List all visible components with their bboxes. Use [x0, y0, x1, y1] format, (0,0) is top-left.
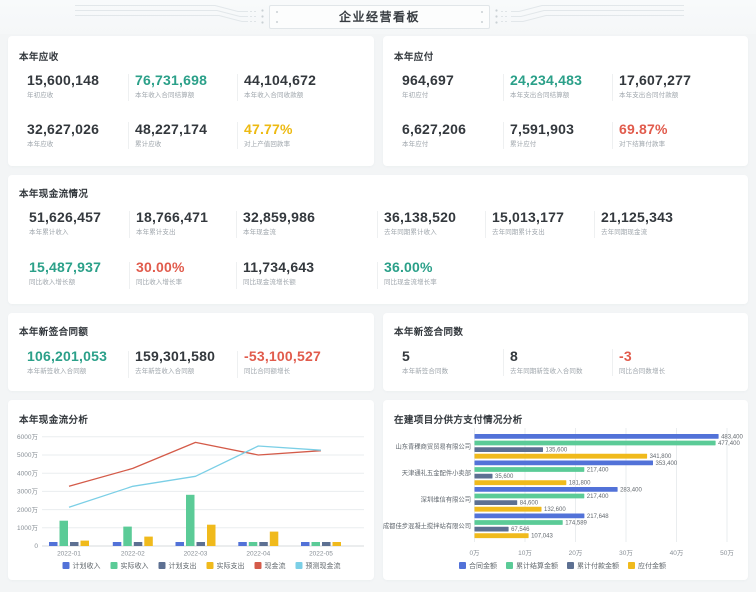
- svg-text:成都佳步混凝土搅拌站有限公司: 成都佳步混凝土搅拌站有限公司: [383, 521, 471, 530]
- svg-text:3000万: 3000万: [17, 488, 38, 496]
- svg-text:132,600: 132,600: [544, 507, 566, 513]
- svg-text:67,546: 67,546: [511, 527, 530, 533]
- svg-text:283,400: 283,400: [620, 487, 642, 493]
- svg-text:预测现金流: 预测现金流: [306, 561, 341, 570]
- svg-text:30万: 30万: [619, 549, 633, 557]
- svg-text:174,589: 174,589: [565, 520, 587, 526]
- svg-text:135,600: 135,600: [546, 448, 568, 454]
- svg-text:实际支出: 实际支出: [217, 561, 245, 570]
- svg-text:217,400: 217,400: [587, 494, 609, 500]
- svg-text:2022-01: 2022-01: [57, 551, 81, 558]
- svg-text:20万: 20万: [569, 549, 583, 557]
- svg-text:山东青稞商贸贸易有限公司: 山东青稞商贸贸易有限公司: [395, 441, 471, 450]
- svg-text:天津通礼五金配件小卖部: 天津通礼五金配件小卖部: [402, 468, 471, 477]
- svg-text:现金流: 现金流: [265, 561, 286, 570]
- svg-text:累计付款金额: 累计付款金额: [577, 561, 619, 570]
- svg-text:2022-04: 2022-04: [246, 551, 270, 558]
- svg-text:2022-03: 2022-03: [184, 551, 208, 558]
- svg-text:353,400: 353,400: [656, 461, 678, 467]
- svg-text:1000万: 1000万: [17, 524, 38, 532]
- svg-text:0: 0: [34, 543, 38, 550]
- svg-text:4000万: 4000万: [17, 469, 38, 477]
- svg-text:5000万: 5000万: [17, 451, 38, 459]
- svg-text:10万: 10万: [518, 549, 532, 557]
- svg-text:计划支出: 计划支出: [169, 561, 197, 570]
- svg-text:2022-02: 2022-02: [121, 551, 145, 558]
- svg-text:477,400: 477,400: [718, 441, 740, 447]
- svg-text:6000万: 6000万: [17, 433, 38, 441]
- svg-text:35,600: 35,600: [495, 474, 514, 480]
- svg-text:实际收入: 实际收入: [121, 561, 149, 570]
- svg-text:217,400: 217,400: [587, 467, 609, 473]
- svg-text:2022-05: 2022-05: [309, 551, 333, 558]
- svg-text:合同金额: 合同金额: [469, 561, 497, 570]
- svg-text:181,800: 181,800: [569, 481, 591, 487]
- svg-text:50万: 50万: [720, 549, 734, 557]
- svg-text:341,800: 341,800: [650, 454, 672, 460]
- svg-text:深圳维信有限公司: 深圳维信有限公司: [421, 494, 471, 503]
- svg-text:84,600: 84,600: [520, 501, 539, 507]
- svg-text:40万: 40万: [670, 549, 684, 557]
- svg-text:107,043: 107,043: [531, 534, 553, 540]
- svg-text:0万: 0万: [469, 549, 480, 557]
- svg-text:217,648: 217,648: [587, 514, 609, 520]
- svg-text:应付金额: 应付金额: [638, 561, 666, 570]
- svg-text:2000万: 2000万: [17, 506, 38, 514]
- svg-text:483,400: 483,400: [721, 434, 743, 440]
- svg-text:计划收入: 计划收入: [73, 561, 101, 570]
- svg-text:累计结算金额: 累计结算金额: [516, 561, 558, 570]
